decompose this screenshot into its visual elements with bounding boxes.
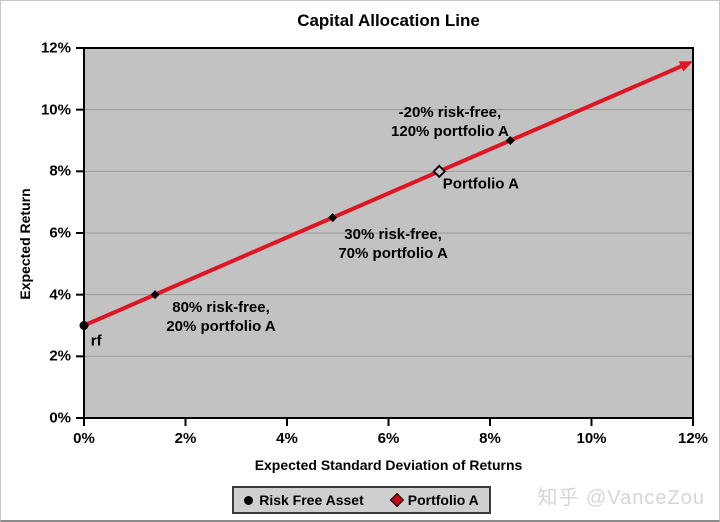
x-tick-label: 12% — [677, 430, 709, 447]
legend-entry: Portfolio A — [389, 492, 479, 508]
watermark: 知乎 @VanceZou — [537, 487, 705, 509]
y-tick-label: 12% — [40, 39, 71, 57]
plot-border — [83, 47, 694, 419]
marker-mix-point — [505, 136, 515, 145]
chart-title: Capital Allocation Line — [297, 11, 480, 30]
y-tick-label: 4% — [49, 286, 71, 304]
legend-circle-icon — [244, 495, 254, 505]
point-annotation: Portfolio A — [442, 175, 519, 193]
legend-diamond-icon — [389, 492, 404, 508]
x-tick-label: 0% — [73, 430, 95, 447]
y-tick-label: 10% — [40, 101, 71, 119]
y-tick-label: 0% — [49, 409, 71, 427]
y-tick-label: 6% — [49, 224, 71, 242]
legend-label: Portfolio A — [407, 492, 479, 508]
x-tick-label: 8% — [479, 430, 501, 447]
x-axis-title: Expected Standard Deviation of Returns — [254, 457, 523, 473]
arrowhead-icon — [678, 61, 693, 72]
x-tick-label: 6% — [377, 430, 400, 447]
point-annotation: 30% risk-free, 70% portfolio A — [338, 226, 448, 263]
x-tick-label: 10% — [576, 430, 607, 447]
cal-line — [83, 62, 686, 328]
legend-entry: Risk Free Asset — [244, 492, 364, 508]
point-annotation: -20% risk-free, 120% portfolio A — [391, 104, 509, 140]
legend: Risk Free Asset Portfolio A — [232, 486, 491, 514]
y-tick-label: 8% — [49, 162, 71, 180]
point-annotation: rf — [90, 332, 102, 350]
x-tick-label: 4% — [276, 430, 298, 447]
legend-label: Risk Free Asset — [259, 492, 364, 508]
x-tick-label: 2% — [174, 430, 197, 447]
marker-portfolio-a — [432, 164, 447, 179]
marker-mix-point — [150, 290, 160, 300]
y-tick-label: 2% — [49, 347, 71, 365]
point-annotation: 80% risk-free, 20% portfolio A — [166, 299, 276, 336]
marker-mix-point — [328, 213, 338, 223]
